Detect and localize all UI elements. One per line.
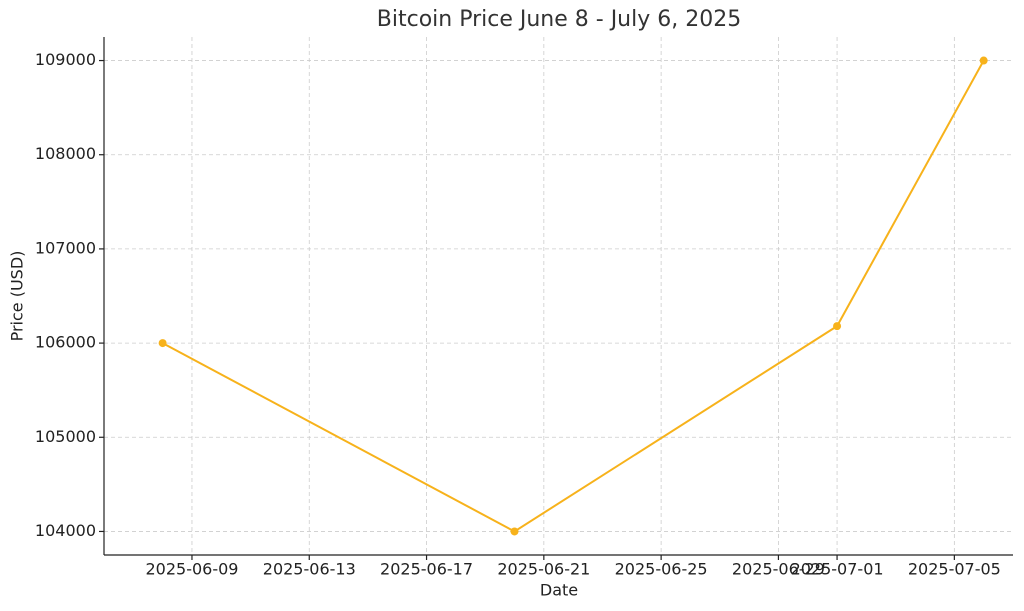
- y-tick-label: 104000: [35, 521, 96, 540]
- x-tick-label: 2025-07-05: [908, 560, 1001, 579]
- x-axis-label: Date: [540, 581, 578, 600]
- x-tick-label: 2025-06-09: [145, 560, 238, 579]
- y-tick-label: 107000: [35, 238, 96, 257]
- x-tick-label: 2025-06-29: [732, 560, 825, 579]
- y-tick-label: 109000: [35, 50, 96, 69]
- point: [510, 527, 519, 536]
- point: [158, 339, 167, 348]
- chart-title: Bitcoin Price June 8 - July 6, 2025: [377, 7, 741, 32]
- point: [833, 322, 842, 331]
- price-line: [162, 60, 985, 533]
- x-tick-label: 2025-06-25: [615, 560, 708, 579]
- x-tick-label: 2025-07-01: [791, 560, 884, 579]
- x-tick-label: 2025-06-13: [263, 560, 356, 579]
- point: [979, 56, 988, 65]
- y-tick-label: 108000: [35, 144, 96, 163]
- y-tick-label: 105000: [35, 427, 96, 446]
- x-tick-label: 2025-06-17: [380, 560, 473, 579]
- y-tick-label: 106000: [35, 333, 96, 352]
- x-tick-label: 2025-06-21: [497, 560, 590, 579]
- y-axis-label: Price (USD): [8, 251, 27, 342]
